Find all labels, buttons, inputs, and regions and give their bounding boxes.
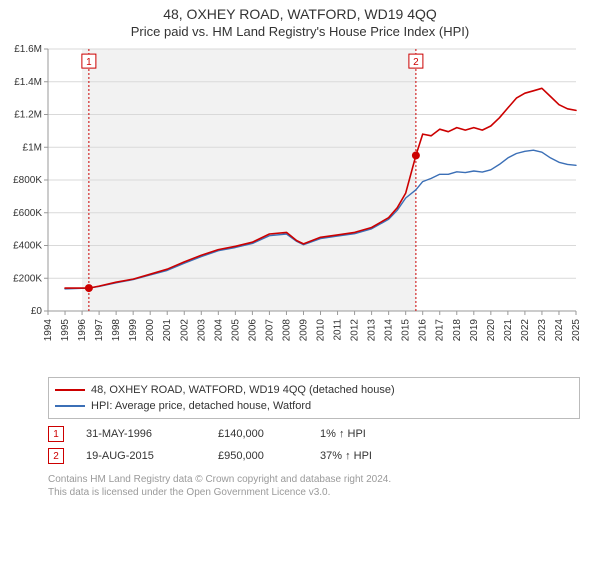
svg-text:£200K: £200K (13, 273, 42, 284)
attribution: Contains HM Land Registry data © Crown c… (48, 473, 580, 499)
line-chart: £0 £200K £400K £600K £800K £1M £1.2M £1.4M £1.6M… (0, 41, 600, 371)
event-price: £140,000 (218, 428, 298, 440)
svg-text:1996: 1996 (77, 319, 88, 342)
svg-text:1994: 1994 (43, 319, 54, 342)
svg-text:2006: 2006 (247, 319, 258, 342)
svg-text:£1.6M: £1.6M (14, 44, 42, 55)
svg-text:2013: 2013 (367, 319, 378, 342)
svg-text:2017: 2017 (435, 319, 446, 342)
svg-text:2000: 2000 (145, 319, 156, 342)
sale-events: 1 31-MAY-1996 £140,000 1% ↑ HPI 2 19-AUG-2015… (48, 423, 580, 467)
svg-text:2018: 2018 (452, 319, 463, 342)
svg-text:1995: 1995 (60, 319, 71, 342)
svg-text:2024: 2024 (554, 319, 565, 342)
svg-text:2019: 2019 (469, 319, 480, 342)
svg-text:2020: 2020 (486, 319, 497, 342)
legend-label: 48, OXHEY ROAD, WATFORD, WD19 4QQ (detac… (91, 382, 395, 398)
legend-item: HPI: Average price, detached house, Watf… (55, 398, 573, 414)
svg-text:1999: 1999 (128, 319, 139, 342)
svg-text:2012: 2012 (350, 319, 361, 342)
legend-label: HPI: Average price, detached house, Watf… (91, 398, 311, 414)
svg-text:1997: 1997 (94, 319, 105, 342)
event-row: 1 31-MAY-1996 £140,000 1% ↑ HPI (48, 423, 580, 445)
svg-text:2004: 2004 (213, 319, 224, 342)
svg-text:2025: 2025 (571, 319, 582, 342)
svg-text:2007: 2007 (264, 319, 275, 342)
svg-text:1: 1 (86, 57, 92, 68)
svg-text:2010: 2010 (316, 319, 327, 342)
svg-text:£0: £0 (31, 306, 43, 317)
svg-text:2002: 2002 (179, 319, 190, 342)
event-badge: 2 (48, 448, 64, 464)
svg-text:2016: 2016 (418, 319, 429, 342)
svg-text:2008: 2008 (281, 319, 292, 342)
svg-text:2011: 2011 (333, 319, 344, 341)
legend-swatch (55, 389, 85, 391)
event-price: £950,000 (218, 450, 298, 462)
legend-swatch (55, 405, 85, 407)
attribution-line: Contains HM Land Registry data © Crown c… (48, 473, 580, 486)
svg-text:£1M: £1M (23, 142, 42, 153)
svg-text:1998: 1998 (111, 319, 122, 342)
svg-text:2: 2 (413, 57, 419, 68)
page-subtitle: Price paid vs. HM Land Registry's House … (0, 24, 600, 39)
legend-item: 48, OXHEY ROAD, WATFORD, WD19 4QQ (detac… (55, 382, 573, 398)
event-row: 2 19-AUG-2015 £950,000 37% ↑ HPI (48, 445, 580, 467)
event-delta: 37% ↑ HPI (320, 450, 410, 462)
event-badge: 1 (48, 426, 64, 442)
event-date: 31-MAY-1996 (86, 428, 196, 440)
page-title: 48, OXHEY ROAD, WATFORD, WD19 4QQ (0, 6, 600, 22)
legend: 48, OXHEY ROAD, WATFORD, WD19 4QQ (detac… (48, 377, 580, 419)
svg-text:2001: 2001 (162, 319, 173, 342)
svg-text:2009: 2009 (298, 319, 309, 342)
svg-text:2022: 2022 (520, 319, 531, 342)
svg-text:2005: 2005 (230, 319, 241, 342)
svg-text:£400K: £400K (13, 241, 42, 252)
svg-text:2023: 2023 (537, 319, 548, 342)
svg-text:£800K: £800K (13, 175, 42, 186)
event-delta: 1% ↑ HPI (320, 428, 410, 440)
svg-text:2014: 2014 (384, 319, 395, 342)
svg-text:2003: 2003 (196, 319, 207, 342)
attribution-line: This data is licensed under the Open Gov… (48, 486, 580, 499)
svg-text:2021: 2021 (503, 319, 514, 342)
svg-text:£600K: £600K (13, 208, 42, 219)
event-date: 19-AUG-2015 (86, 450, 196, 462)
svg-text:2015: 2015 (401, 319, 412, 342)
svg-text:£1.2M: £1.2M (14, 110, 42, 121)
svg-text:£1.4M: £1.4M (14, 77, 42, 88)
chart-container: £0 £200K £400K £600K £800K £1M £1.2M £1.4M £1.6M… (0, 41, 600, 371)
